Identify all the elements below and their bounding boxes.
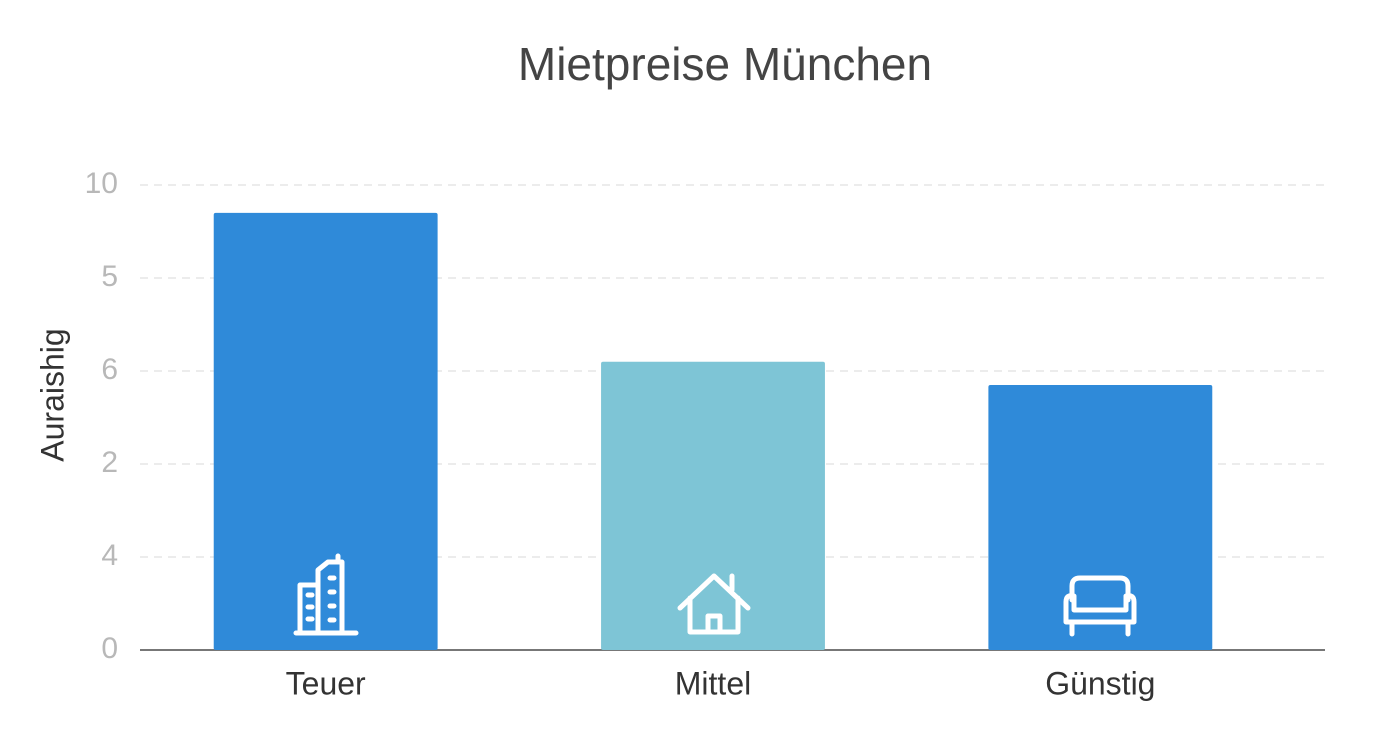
bar: [988, 384, 1213, 650]
y-tick-label: 6: [101, 353, 118, 386]
y-tick-label: 5: [101, 260, 118, 293]
y-tick-label: 0: [101, 632, 118, 665]
y-tick-label: 4: [101, 539, 118, 572]
bar-icon: [293, 553, 359, 636]
bar: [213, 212, 438, 650]
y-axis-label: Auraishig: [34, 328, 70, 461]
chart-title: Mietpreise München: [518, 38, 932, 90]
bar-icon: [677, 573, 751, 635]
y-tick-label: 10: [85, 167, 118, 200]
x-tick-label: Teuer: [286, 665, 366, 701]
x-tick-label: Günstig: [1045, 665, 1155, 701]
bar-icon: [1063, 575, 1137, 637]
x-tick-label: Mittel: [675, 665, 751, 701]
y-tick-label: 2: [101, 446, 118, 479]
bar: [601, 361, 825, 650]
